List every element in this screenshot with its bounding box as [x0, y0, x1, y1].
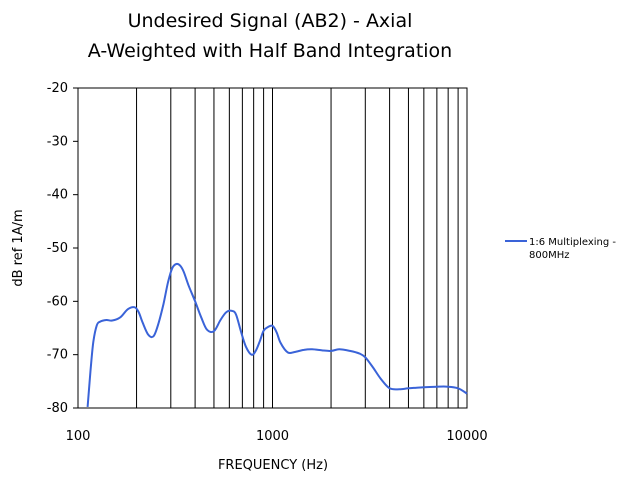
- x-tick-label: 1000: [256, 429, 289, 444]
- legend-label: 1:6 Multiplexing -800MHz: [529, 237, 616, 261]
- y-tick-label: -80: [47, 401, 68, 416]
- chart-title: Undesired Signal (AB2) - Axial: [128, 10, 413, 32]
- tick-labels: -20 -30 -40 -50 -60 -70 -80 100 1000 10000: [47, 81, 488, 444]
- y-tick-label: -60: [47, 294, 68, 309]
- x-axis-label: FREQUENCY (Hz): [218, 458, 328, 473]
- y-tick-label: -40: [47, 188, 68, 203]
- chart-subtitle: A-Weighted with Half Band Integration: [88, 40, 452, 62]
- x-tick-label: 100: [66, 429, 91, 444]
- y-tick-label: -30: [47, 134, 68, 149]
- series-line-0: [86, 262, 468, 407]
- x-tick-label: 10000: [446, 429, 487, 444]
- legend: 1:6 Multiplexing -800MHz: [505, 237, 616, 261]
- y-tick-label: -70: [47, 348, 68, 363]
- y-tick-label: -50: [47, 241, 68, 256]
- y-tick-label: -20: [47, 81, 68, 96]
- grid-lines: [136, 88, 459, 408]
- y-axis-label: dB ref 1A/m: [11, 209, 26, 286]
